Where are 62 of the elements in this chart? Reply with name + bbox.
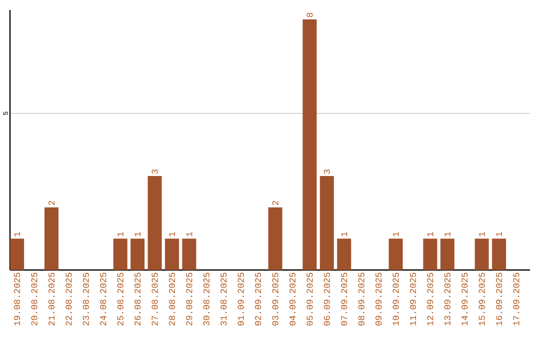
data-label: 1 <box>427 232 434 236</box>
x-tick-label: 26.08.2025 <box>134 272 141 326</box>
x-tick-label: 31.08.2025 <box>220 272 227 326</box>
data-label: 1 <box>444 232 450 236</box>
x-tick-label: 22.08.2025 <box>66 272 72 326</box>
bar <box>320 176 334 270</box>
x-tick-label: 21.08.2025 <box>48 272 55 326</box>
data-label: 1 <box>186 232 192 236</box>
x-tick-label: 13.09.2025 <box>444 272 450 326</box>
bar <box>113 238 128 270</box>
bar <box>423 238 438 270</box>
x-tick-label: 28.08.2025 <box>168 272 176 326</box>
x-tick-label: 10.09.2025 <box>392 272 399 326</box>
bar <box>474 238 489 270</box>
data-label: 1 <box>478 232 485 236</box>
x-tick-label: 01.09.2025 <box>238 272 244 326</box>
bar <box>268 207 282 270</box>
bar <box>492 238 506 270</box>
x-tick-label: 14.09.2025 <box>462 272 468 326</box>
x-tick-label: 17.09.2025 <box>513 272 520 326</box>
x-tick-label: 15.09.2025 <box>478 272 485 326</box>
x-tick-label: 05.09.2025 <box>306 272 313 326</box>
x-tick-label: 02.09.2025 <box>254 272 262 326</box>
data-label: 8 <box>306 12 313 18</box>
bar <box>130 238 145 270</box>
x-tick-label: 06.09.2025 <box>324 272 330 326</box>
data-label: 1 <box>169 232 175 236</box>
x-tick-label: 24.08.2025 <box>100 272 106 326</box>
bar <box>182 238 196 270</box>
data-label: 2 <box>48 200 54 206</box>
x-tick-label: 27.08.2025 <box>152 272 158 326</box>
bar <box>164 238 179 270</box>
data-label: 1 <box>117 232 124 236</box>
data-label: 1 <box>392 232 399 236</box>
x-tick-label: 16.09.2025 <box>496 272 502 326</box>
x-tick-label: 23.08.2025 <box>82 272 89 326</box>
x-tick-label: 20.08.2025 <box>31 272 38 326</box>
data-label: 2 <box>272 200 278 206</box>
data-label: 1 <box>496 232 502 236</box>
x-tick-label: 29.08.2025 <box>186 272 192 326</box>
data-label: 1 <box>341 232 348 236</box>
bar <box>337 238 352 270</box>
x-tick-label: 08.09.2025 <box>358 272 364 326</box>
data-label: 1 <box>14 232 20 236</box>
x-tick-label: 03.09.2025 <box>272 272 278 326</box>
x-tick-label: 19.08.2025 <box>14 272 20 326</box>
data-label: 1 <box>134 232 140 236</box>
bar <box>148 176 162 270</box>
data-label: 3 <box>152 170 158 174</box>
x-tick-label: 11.09.2025 <box>410 272 416 326</box>
x-tick-label: 30.08.2025 <box>203 272 210 326</box>
data-label: 3 <box>324 170 330 174</box>
bar <box>302 19 317 270</box>
bar <box>388 238 403 270</box>
bar <box>10 238 24 270</box>
x-tick-label: 09.09.2025 <box>375 272 382 326</box>
bar <box>440 238 454 270</box>
x-tick-label: 12.09.2025 <box>427 272 434 326</box>
x-tick-label: 07.09.2025 <box>341 272 348 326</box>
x-tick-label: 04.09.2025 <box>289 272 296 326</box>
x-tick-label: 25.08.2025 <box>117 272 124 326</box>
bar <box>44 207 58 270</box>
